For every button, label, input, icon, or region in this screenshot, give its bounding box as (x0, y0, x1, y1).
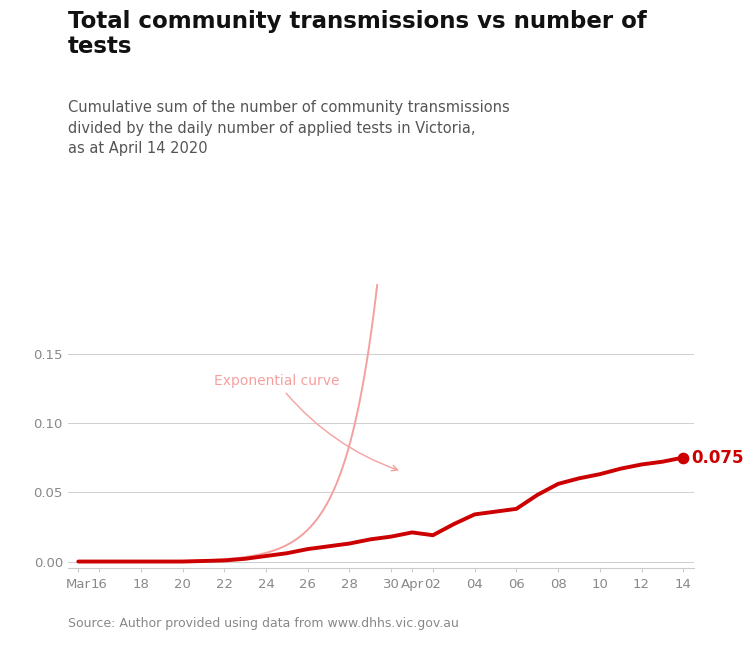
Text: Exponential curve: Exponential curve (213, 374, 397, 471)
Text: 0.075: 0.075 (691, 448, 744, 466)
Text: Total community transmissions vs number of
tests: Total community transmissions vs number … (68, 10, 647, 58)
Text: Cumulative sum of the number of community transmissions
divided by the daily num: Cumulative sum of the number of communit… (68, 100, 510, 156)
Point (677, 452, 689, 463)
Text: Source: Author provided using data from www.dhhs.vic.gov.au: Source: Author provided using data from … (68, 617, 458, 630)
